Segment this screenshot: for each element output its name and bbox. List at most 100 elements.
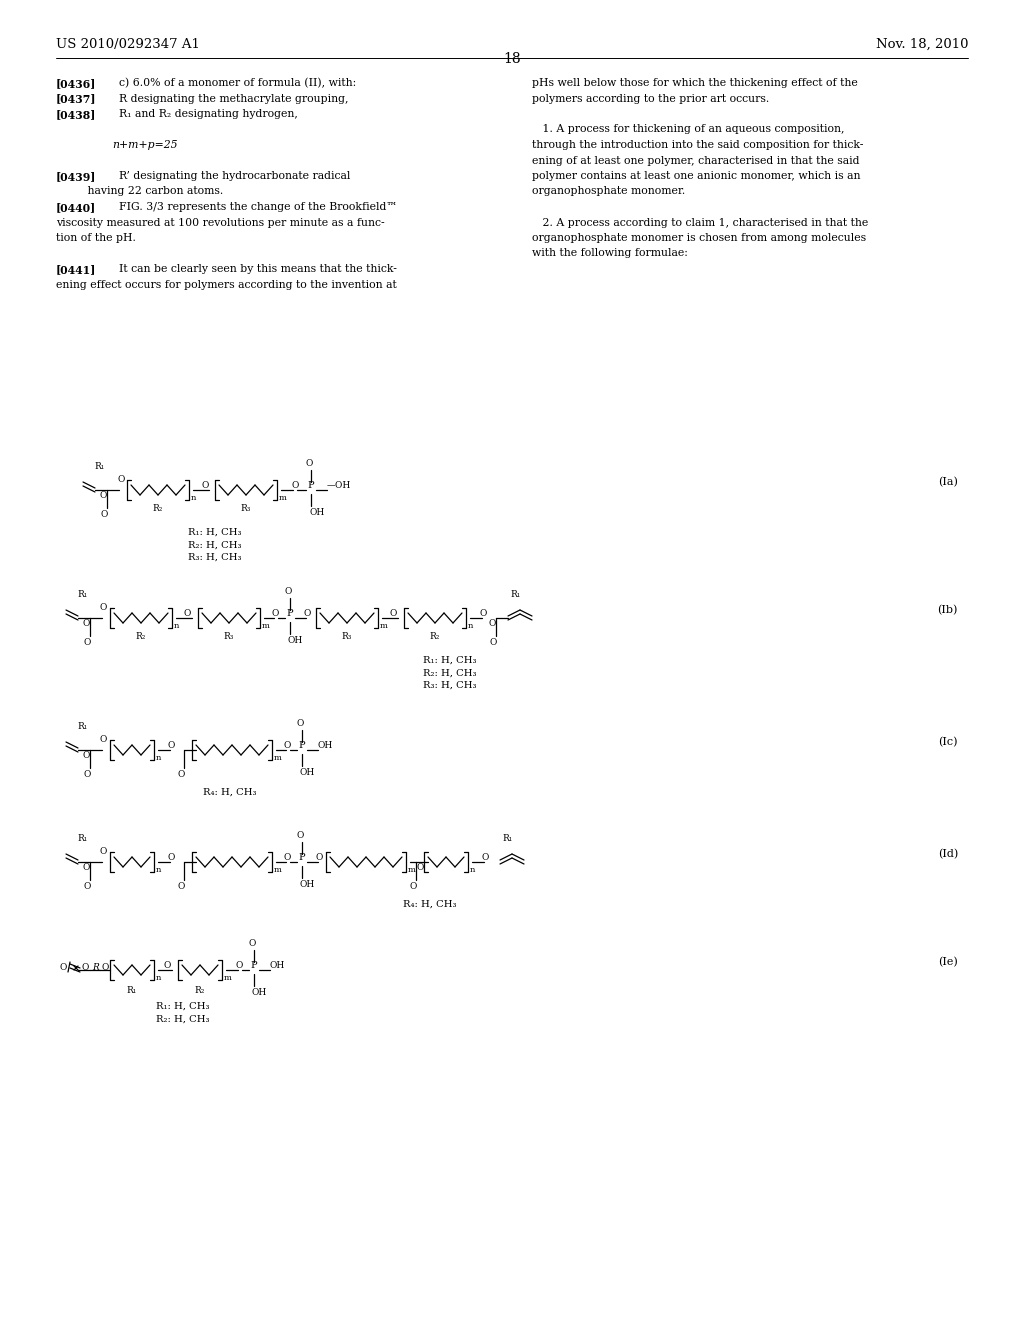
Text: O: O [316,853,324,862]
Text: O: O [83,770,91,779]
Text: (Ie): (Ie) [938,957,958,968]
Text: R₁: H, CH₃
R₂: H, CH₃
R₃: H, CH₃: R₁: H, CH₃ R₂: H, CH₃ R₃: H, CH₃ [188,528,242,562]
Text: viscosity measured at 100 revolutions per minute as a func-: viscosity measured at 100 revolutions pe… [56,218,385,227]
Text: OH: OH [288,636,303,645]
Text: R₁: R₁ [78,722,88,731]
Text: —OH: —OH [327,482,351,491]
Text: O: O [284,853,292,862]
Text: [0439]: [0439] [56,172,96,182]
Text: R₁: R₁ [78,834,88,843]
Text: n: n [156,754,162,762]
Text: polymer contains at least one anionic monomer, which is an: polymer contains at least one anionic mo… [532,172,860,181]
Text: O: O [304,609,311,618]
Text: O: O [164,961,171,969]
Text: O: O [168,853,175,862]
Text: P: P [251,961,257,970]
Text: [0438]: [0438] [56,110,96,120]
Text: O: O [177,882,184,891]
Text: R₂: R₂ [430,632,440,642]
Text: P: P [307,482,314,491]
Text: O: O [83,882,91,891]
Text: c) 6.0% of a monomer of formula (II), with:: c) 6.0% of a monomer of formula (II), wi… [112,78,356,88]
Text: [0441]: [0441] [56,264,96,275]
Text: O: O [82,863,90,873]
Text: (Ia): (Ia) [938,477,958,487]
Text: m: m [279,494,287,502]
Text: P: P [287,610,293,619]
Text: O: O [390,609,397,618]
Text: OH: OH [300,768,315,777]
Text: O: O [488,619,496,628]
Text: OH: OH [318,742,333,751]
Text: O: O [482,853,489,862]
Text: O: O [184,609,191,618]
Text: O: O [99,491,106,500]
Text: O: O [272,609,280,618]
Text: OH: OH [300,880,315,888]
Text: [0440]: [0440] [56,202,96,213]
Text: O: O [117,475,124,484]
Text: O: O [100,735,108,744]
Text: P: P [299,742,305,751]
Text: O: O [201,480,208,490]
Text: O: O [291,480,298,490]
Text: R₃: R₃ [241,504,251,513]
Text: ening effect occurs for polymers according to the invention at: ening effect occurs for polymers accordi… [56,280,396,289]
Text: O: O [82,751,90,760]
Text: O: O [285,587,292,597]
Text: R₃: R₃ [342,632,352,642]
Text: It can be clearly seen by this means that the thick-: It can be clearly seen by this means tha… [112,264,397,275]
Text: m: m [274,866,282,874]
Text: Nov. 18, 2010: Nov. 18, 2010 [876,38,968,51]
Text: R: R [92,962,98,972]
Text: O: O [83,638,91,647]
Text: m: m [274,754,282,762]
Text: organophosphate monomer.: organophosphate monomer. [532,186,685,197]
Text: O: O [102,962,110,972]
Text: having 22 carbon atoms.: having 22 carbon atoms. [56,186,223,197]
Text: O: O [100,847,108,855]
Text: R₁: R₁ [127,986,137,995]
Text: m: m [380,622,388,630]
Text: m: m [408,866,416,874]
Text: 18: 18 [503,51,521,66]
Text: US 2010/0292347 A1: US 2010/0292347 A1 [56,38,200,51]
Text: R₂: R₂ [136,632,146,642]
Text: n: n [174,622,179,630]
Text: n: n [191,494,197,502]
Text: R₁: H, CH₃
R₂: H, CH₃: R₁: H, CH₃ R₂: H, CH₃ [156,1002,210,1023]
Text: m: m [224,974,231,982]
Text: R₁: R₁ [95,462,105,471]
Text: O: O [480,609,487,618]
Text: OH: OH [270,961,286,970]
Text: O: O [82,619,90,628]
Text: O: O [177,770,184,779]
Text: (Ib): (Ib) [938,605,958,615]
Text: O: O [60,962,68,972]
Text: P: P [299,854,305,862]
Text: O: O [82,962,89,972]
Text: O: O [236,961,244,969]
Text: n: n [470,866,475,874]
Text: [0436]: [0436] [56,78,96,88]
Text: 1. A process for thickening of an aqueous composition,: 1. A process for thickening of an aqueou… [532,124,845,135]
Text: n: n [156,974,162,982]
Text: R₁: R₁ [78,590,88,599]
Text: R₄: H, CH₃: R₄: H, CH₃ [403,900,457,909]
Text: R₁: R₁ [511,590,521,599]
Text: organophosphate monomer is chosen from among molecules: organophosphate monomer is chosen from a… [532,234,866,243]
Text: FIG. 3/3 represents the change of the Brookfield™: FIG. 3/3 represents the change of the Br… [112,202,397,213]
Text: R₁: R₁ [503,834,513,843]
Text: O: O [168,741,175,750]
Text: O: O [489,638,497,647]
Text: m: m [262,622,270,630]
Text: O: O [100,603,108,612]
Text: with the following formulae:: with the following formulae: [532,248,688,259]
Text: pHs well below those for which the thickening effect of the: pHs well below those for which the thick… [532,78,858,88]
Text: n: n [468,622,473,630]
Text: R₃: R₃ [224,632,234,642]
Text: R designating the methacrylate grouping,: R designating the methacrylate grouping, [112,94,348,103]
Text: through the introduction into the said composition for thick-: through the introduction into the said c… [532,140,863,150]
Text: (Id): (Id) [938,849,958,859]
Text: R₂: R₂ [195,986,205,995]
